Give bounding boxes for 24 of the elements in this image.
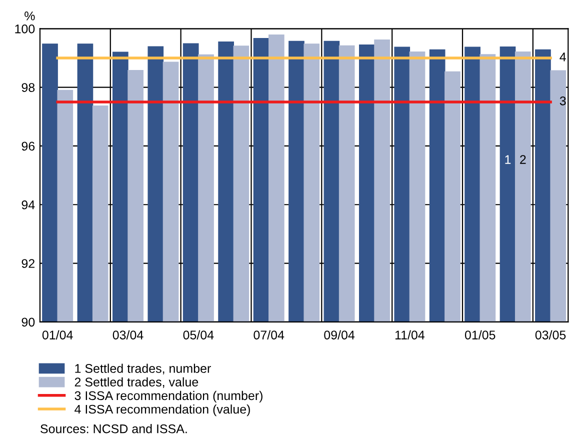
x-tick-label: 01/05 — [464, 330, 496, 340]
y-tick-label: 92 — [22, 259, 34, 268]
x-tick-label: 05/04 — [183, 330, 214, 340]
y-tick-label: 90 — [22, 318, 35, 327]
annotation: 3 — [560, 96, 566, 106]
annotation: 2 — [520, 155, 526, 164]
x-tick-label: 03/05 — [535, 330, 566, 340]
annotation: 4 — [560, 52, 566, 62]
x-tick-label: 03/04 — [112, 330, 144, 340]
x-tick-label: 11/04 — [395, 330, 425, 340]
legend-label: 4 ISSA recommendation (value) — [74, 404, 250, 416]
legend-label: 2 Settled trades, value — [74, 377, 198, 388]
x-tick-label: 07/04 — [254, 330, 284, 340]
x-tick-label: 01/04 — [42, 330, 73, 340]
annotation: 1 — [505, 155, 511, 164]
x-tick-label: 09/04 — [324, 330, 355, 340]
source-note: Sources: NCSD and ISSA. — [40, 424, 187, 434]
y-tick-label: 96 — [22, 142, 35, 151]
legend-label: 3 ISSA recommendation (number) — [74, 390, 262, 403]
legend-label: 1 Settled trades, number — [75, 364, 211, 374]
y-tick-label: 94 — [22, 200, 35, 210]
y-tick-label: 98 — [22, 83, 35, 92]
y-axis-title: % — [24, 12, 35, 20]
y-tick-label: 100 — [15, 24, 35, 34]
